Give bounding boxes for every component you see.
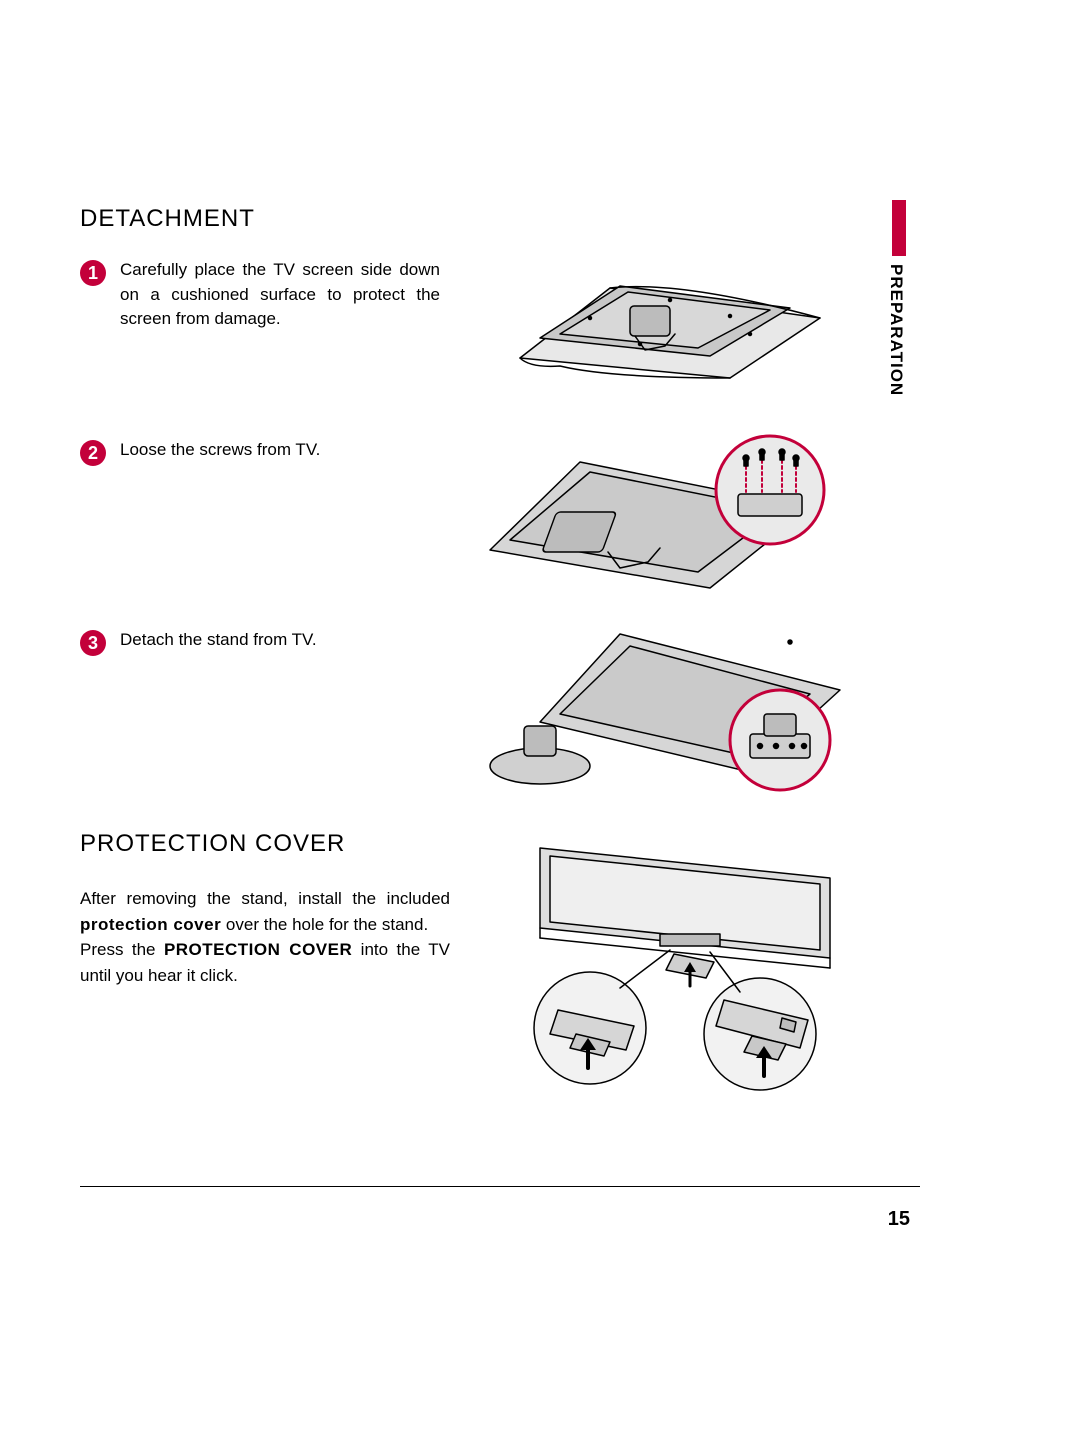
step-text: Carefully place the TV screen side down … (120, 258, 440, 332)
figure-tv-face-down (500, 238, 830, 388)
side-tab (892, 200, 906, 256)
p1-post: over the hole for the stand. (221, 915, 428, 934)
step-text: Detach the stand from TV. (120, 628, 317, 653)
step-2: 2 Loose the screws from TV. (80, 438, 320, 466)
p2-pre: Press the (80, 940, 164, 959)
step-badge: 3 (80, 630, 106, 656)
p1-pre: After removing the stand, install the in… (80, 889, 450, 908)
section-tab-label: PREPARATION (886, 264, 906, 396)
p1-bold: protection cover (80, 915, 221, 934)
footer-rule (80, 1186, 920, 1187)
step-badge: 1 (80, 260, 106, 286)
figure-detach-stand (480, 602, 850, 802)
figure-protection-cover (510, 838, 850, 1098)
protection-cover-title: PROTECTION COVER (80, 830, 345, 858)
step-3: 3 Detach the stand from TV. (80, 628, 317, 656)
p2-bold: PROTECTION COVER (164, 940, 352, 959)
manual-page: PREPARATION DETACHMENT 1 Carefully place… (0, 0, 1080, 1439)
figure-loose-screws (480, 420, 840, 600)
step-text: Loose the screws from TV. (120, 438, 320, 463)
step-badge: 2 (80, 440, 106, 466)
page-number: 15 (888, 1208, 910, 1231)
protection-cover-paragraph: After removing the stand, install the in… (80, 886, 450, 988)
step-1: 1 Carefully place the TV screen side dow… (80, 258, 440, 332)
detachment-title: DETACHMENT (80, 205, 255, 233)
